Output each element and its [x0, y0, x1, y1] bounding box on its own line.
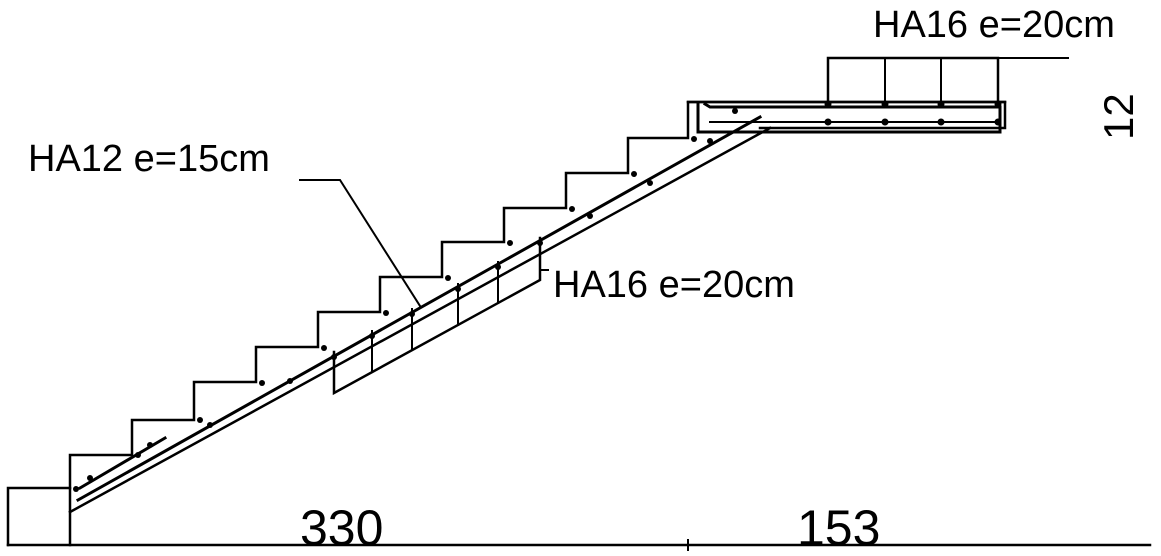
bottom-block [6, 486, 72, 547]
rebar-dots [73, 100, 1002, 492]
landing-bars-frame [826, 56, 1000, 107]
stair-profile [68, 100, 1007, 490]
landing-bars-label: HA16 e=20cm [873, 4, 1115, 46]
leader-main-bars [299, 179, 422, 308]
landing-slab-top [686, 100, 1007, 130]
flight-soffit [68, 126, 772, 514]
landing-length-dimension: 153 [797, 500, 881, 556]
flight-length-dimension: 330 [300, 500, 384, 556]
distribution-bars-frame [332, 236, 542, 396]
main-bars-label: HA12 e=15cm [28, 138, 270, 180]
landing-thickness-dimension: 12 [1095, 93, 1142, 140]
main-rebar-bottom [75, 114, 763, 503]
distribution-bars-label: HA16 e=20cm [553, 264, 795, 306]
